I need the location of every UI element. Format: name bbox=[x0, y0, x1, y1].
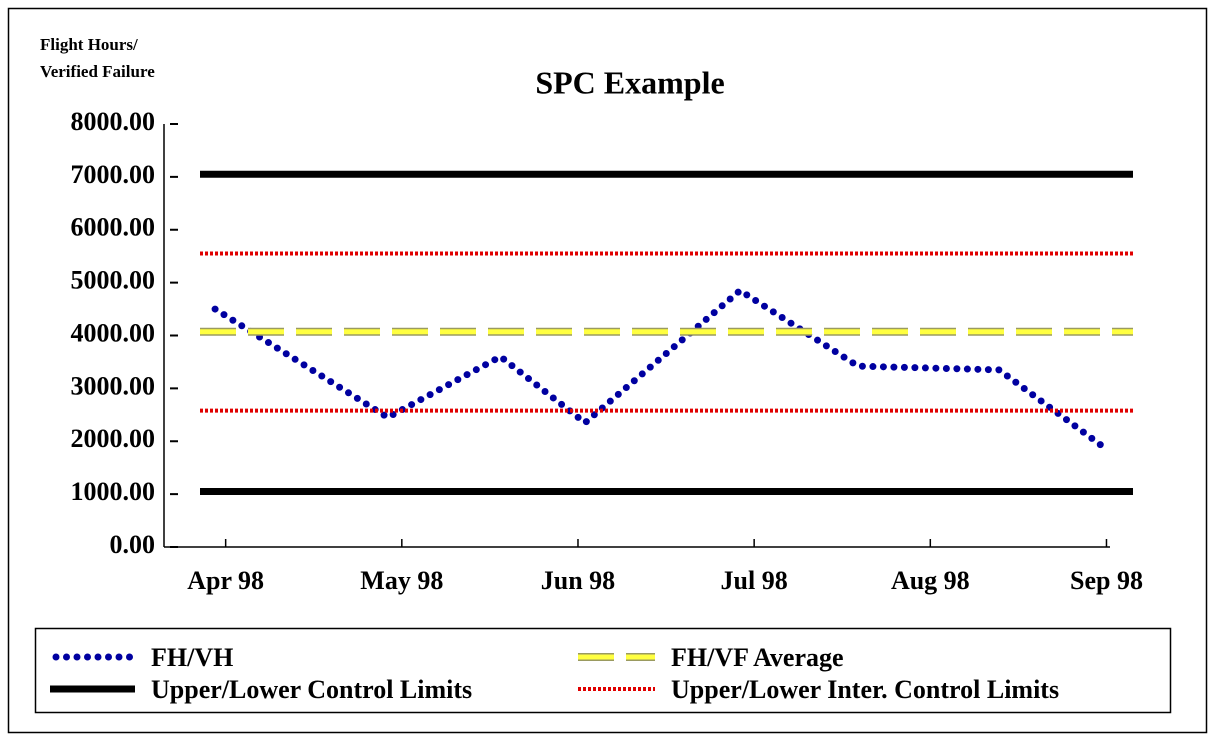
x-tick-label: Sep 98 bbox=[1070, 566, 1143, 595]
y-tick-label: 0.00 bbox=[110, 530, 156, 559]
x-tick-label: Jul 98 bbox=[721, 566, 788, 595]
y-tick-label: 3000.00 bbox=[71, 371, 156, 400]
x-tick-label: Jun 98 bbox=[541, 566, 615, 595]
y-tick-label: 7000.00 bbox=[71, 160, 156, 189]
legend-label: FH/VH bbox=[151, 643, 233, 672]
y-axis-label: Flight Hours/ bbox=[40, 35, 138, 54]
x-tick-label: Aug 98 bbox=[891, 566, 970, 595]
frame bbox=[7, 7, 1208, 734]
y-tick-label: 6000.00 bbox=[71, 213, 156, 242]
legend-label: Upper/Lower Control Limits bbox=[151, 675, 472, 704]
y-axis-label: Verified Failure bbox=[40, 62, 155, 81]
legend-label: Upper/Lower Inter. Control Limits bbox=[671, 675, 1059, 704]
y-tick-label: 8000.00 bbox=[71, 107, 156, 136]
chart-title: SPC Example bbox=[535, 64, 724, 100]
y-tick-label: 1000.00 bbox=[71, 477, 156, 506]
y-tick-label: 4000.00 bbox=[71, 318, 156, 347]
x-tick-label: Apr 98 bbox=[187, 566, 264, 595]
y-tick-label: 2000.00 bbox=[71, 424, 156, 453]
x-tick-label: May 98 bbox=[360, 566, 443, 595]
legend-label: FH/VF Average bbox=[671, 643, 844, 672]
y-tick-label: 5000.00 bbox=[71, 266, 156, 295]
legend-box bbox=[34, 627, 1172, 714]
data-line bbox=[211, 286, 1110, 453]
